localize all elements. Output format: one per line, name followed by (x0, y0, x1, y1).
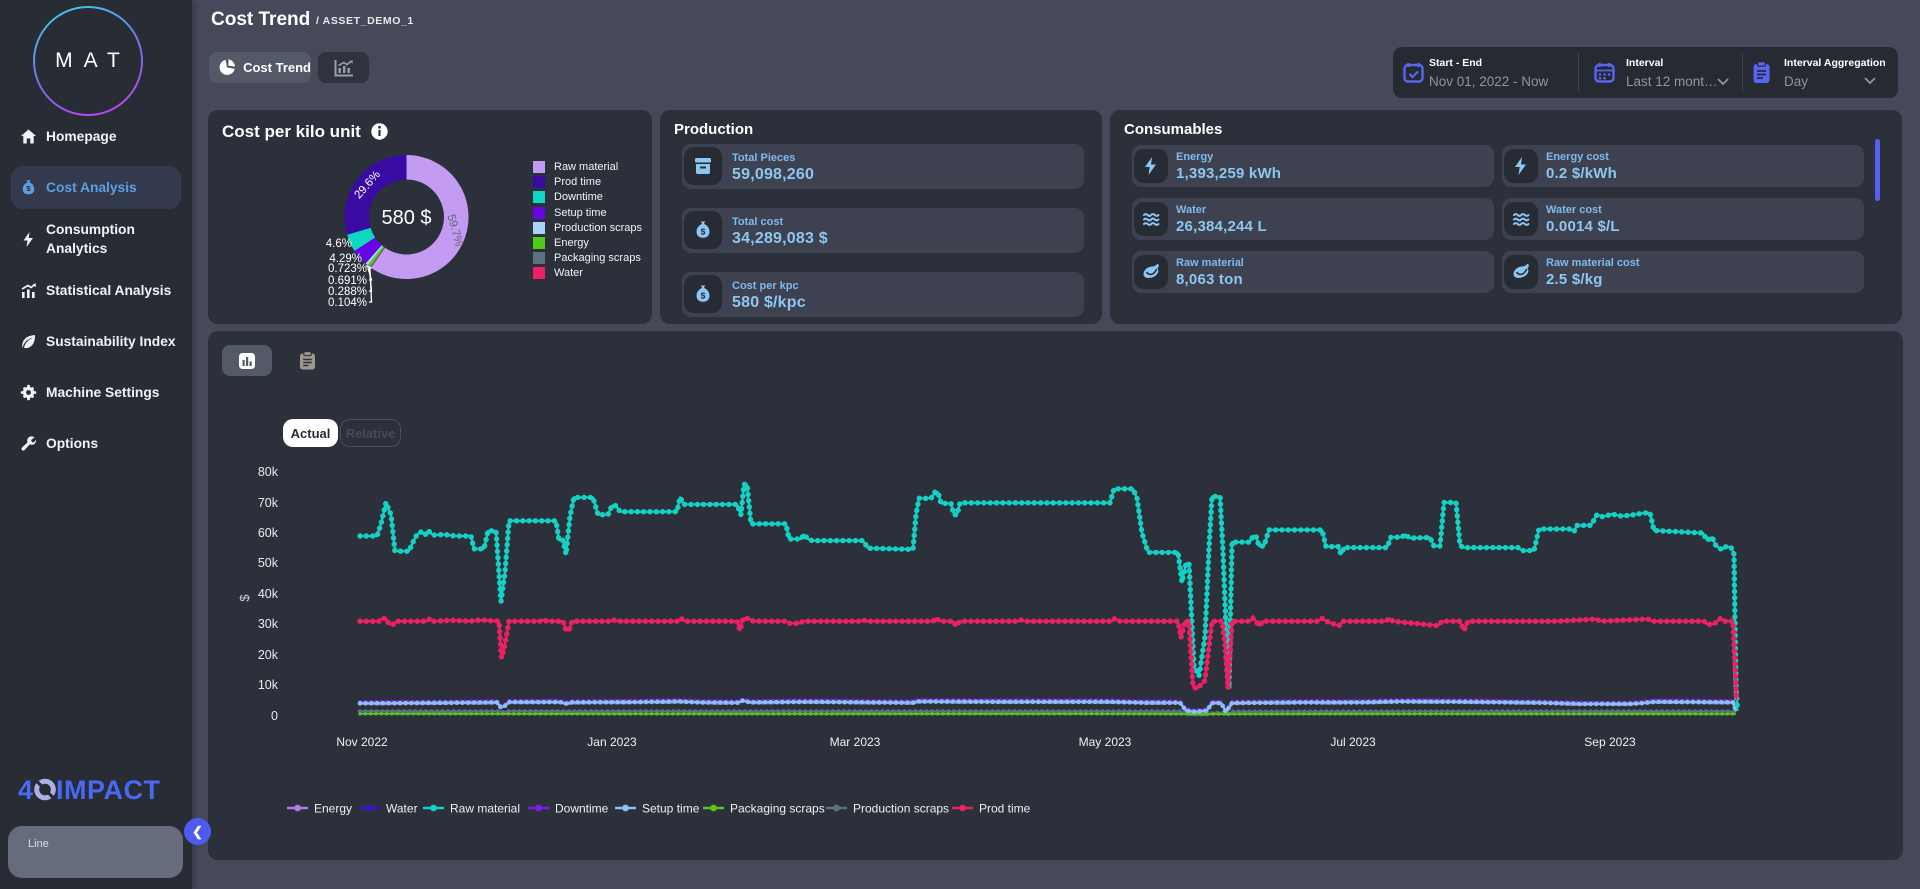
svg-text:Jan 2023: Jan 2023 (587, 735, 637, 749)
svg-text:Setup time: Setup time (642, 802, 700, 816)
svg-text:70k: 70k (258, 496, 279, 510)
svg-text:Production scraps: Production scraps (853, 802, 949, 816)
svg-text:4.29%: 4.29% (329, 253, 362, 265)
svg-text:4: 4 (18, 775, 33, 805)
svg-text:$: $ (26, 184, 31, 193)
svg-text:Packaging scraps: Packaging scraps (730, 802, 825, 816)
svg-text:580 $: 580 $ (381, 207, 431, 229)
svg-text:Downtime: Downtime (555, 802, 609, 816)
svg-text:0.723%: 0.723% (328, 263, 367, 275)
svg-text:60k: 60k (258, 526, 279, 540)
svg-text:Sep 2023: Sep 2023 (1584, 735, 1636, 749)
svg-text:Energy: Energy (314, 802, 352, 816)
svg-text:Nov 2022: Nov 2022 (336, 735, 388, 749)
svg-text:May 2023: May 2023 (1079, 735, 1132, 749)
svg-text:$: $ (701, 226, 706, 236)
svg-text:20k: 20k (258, 648, 279, 662)
svg-text:0.288%: 0.288% (328, 286, 367, 298)
svg-text:$: $ (701, 290, 706, 300)
svg-text:4.6%: 4.6% (326, 238, 352, 250)
svg-text:Water: Water (386, 802, 418, 816)
svg-text:80k: 80k (258, 465, 279, 479)
svg-text:0.104%: 0.104% (328, 297, 367, 309)
svg-text:10k: 10k (258, 678, 279, 692)
svg-text:0: 0 (271, 709, 278, 723)
svg-text:40k: 40k (258, 587, 279, 601)
svg-text:0.691%: 0.691% (328, 275, 367, 287)
svg-text:30k: 30k (258, 617, 279, 631)
svg-text:Raw material: Raw material (450, 802, 520, 816)
svg-text:Mar 2023: Mar 2023 (830, 735, 881, 749)
svg-text:IMPACT: IMPACT (56, 775, 161, 805)
svg-text:Prod time: Prod time (979, 802, 1031, 816)
svg-text:50k: 50k (258, 556, 279, 570)
svg-text:$: $ (237, 594, 252, 602)
svg-text:Jul 2023: Jul 2023 (1330, 735, 1376, 749)
